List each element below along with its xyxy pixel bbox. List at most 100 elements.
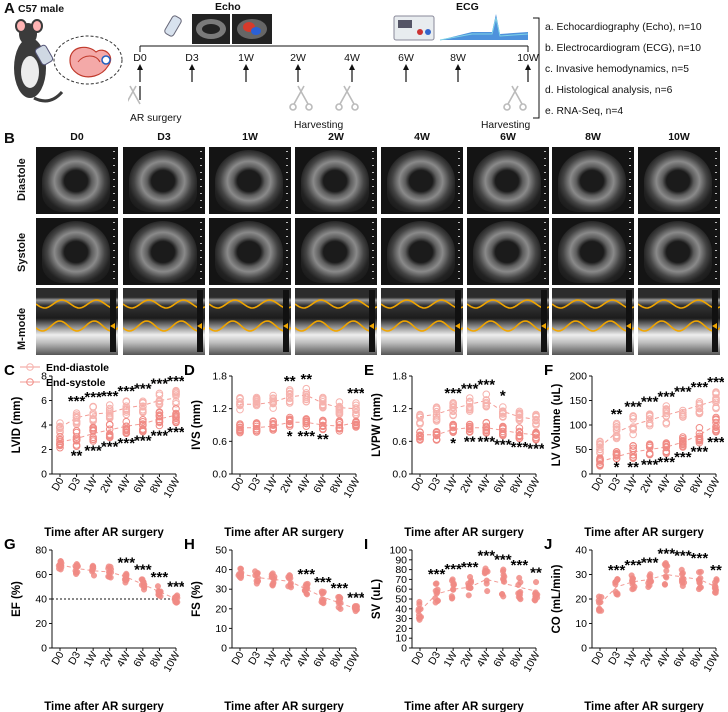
y-tick-label: 200 bbox=[569, 371, 587, 383]
data-point-group bbox=[319, 416, 327, 434]
timeline-label: 6W bbox=[398, 52, 414, 64]
data-point-group bbox=[56, 419, 64, 437]
scissors-icons bbox=[128, 85, 527, 111]
significance-marker: *** bbox=[444, 561, 462, 578]
ultrasound-image bbox=[638, 147, 720, 214]
echo-column-label: 1W bbox=[242, 131, 258, 143]
y-axis-label: SV (uL) bbox=[371, 579, 383, 619]
significance-marker: *** bbox=[478, 434, 496, 451]
x-tick-label: D3 bbox=[606, 649, 623, 667]
timeline-arrow bbox=[243, 64, 249, 82]
significance-marker: * bbox=[614, 459, 620, 476]
significance-marker: ** bbox=[530, 565, 542, 582]
y-tick-label: 50 bbox=[575, 444, 587, 456]
x-tick-label: D0 bbox=[409, 649, 426, 667]
y-tick-label: 0 bbox=[41, 643, 47, 655]
x-tick-label: 10W bbox=[701, 475, 722, 500]
significance-marker: *** bbox=[674, 548, 692, 565]
ultrasound-image bbox=[638, 218, 720, 285]
panel-letter: D bbox=[184, 362, 195, 379]
y-tick-label: 40 bbox=[35, 594, 47, 606]
data-point-group bbox=[679, 433, 687, 451]
y-tick-label: 10 bbox=[215, 623, 227, 635]
ultrasound-image bbox=[123, 218, 205, 285]
data-point-group bbox=[302, 384, 311, 406]
data-point-group bbox=[72, 427, 81, 450]
ultrasound-image bbox=[36, 218, 118, 285]
y-tick-label: 10 bbox=[575, 618, 587, 630]
data-point-group bbox=[711, 576, 720, 596]
data-point-group bbox=[432, 428, 441, 444]
x-tick-label: 4W bbox=[115, 475, 133, 495]
significance-marker: ** bbox=[464, 434, 476, 451]
data-point-group bbox=[122, 397, 131, 419]
data-point-group bbox=[154, 583, 164, 600]
y-tick-label: 100 bbox=[389, 545, 407, 557]
significance-marker: *** bbox=[151, 428, 169, 445]
data-point-group bbox=[499, 403, 507, 421]
y-tick-label: 0 bbox=[221, 643, 227, 655]
data-point-group bbox=[122, 417, 131, 437]
y-tick-label: 80 bbox=[395, 564, 407, 576]
significance-marker: *** bbox=[167, 424, 184, 441]
panel-letter: G bbox=[4, 536, 16, 553]
assay-list-item: a. Echocardiography (Echo), n=10 bbox=[545, 22, 702, 33]
x-tick-label: D0 bbox=[589, 475, 606, 493]
y-tick-label: 6 bbox=[41, 395, 47, 407]
y-tick-label: 0 bbox=[401, 643, 407, 655]
data-point-group bbox=[285, 386, 294, 407]
significance-marker: * bbox=[450, 435, 456, 452]
data-point-group bbox=[695, 568, 704, 593]
y-axis-label: EF (%) bbox=[11, 581, 23, 617]
significance-marker: *** bbox=[428, 566, 446, 583]
mmode-image bbox=[381, 288, 463, 355]
echo-row-label: Systole bbox=[16, 232, 28, 272]
significance-marker: *** bbox=[331, 580, 349, 597]
y-tick-label: 80 bbox=[35, 545, 47, 557]
y-tick-label: 30 bbox=[215, 584, 227, 596]
x-axis-label: Time after AR surgery bbox=[44, 527, 164, 538]
x-tick-label: 10W bbox=[521, 649, 542, 674]
data-point-group bbox=[89, 423, 97, 445]
significance-marker: *** bbox=[347, 385, 364, 402]
significance-marker: *** bbox=[314, 574, 332, 591]
x-tick-label: 1W bbox=[621, 475, 639, 495]
legend-label-diastole: End-diastole bbox=[46, 362, 109, 374]
x-tick-label: 1W bbox=[441, 475, 459, 495]
x-tick-label: 6W bbox=[311, 649, 329, 669]
significance-marker: *** bbox=[347, 589, 364, 606]
data-point-group bbox=[155, 389, 164, 409]
significance-marker: *** bbox=[151, 569, 169, 586]
data-point-group bbox=[352, 399, 360, 420]
y-tick-label: 60 bbox=[395, 584, 407, 596]
y-tick-label: 50 bbox=[215, 545, 227, 557]
harvesting-label-1: Harvesting bbox=[294, 120, 344, 131]
panel-letter: H bbox=[184, 536, 195, 553]
significance-marker: *** bbox=[624, 398, 642, 415]
data-point-group bbox=[679, 406, 687, 421]
significance-marker: *** bbox=[118, 554, 136, 571]
data-point-group bbox=[449, 399, 457, 420]
panel-label-b: B bbox=[4, 130, 15, 147]
significance-marker: *** bbox=[151, 376, 169, 393]
data-point-group bbox=[301, 580, 311, 598]
x-tick-label: 10W bbox=[701, 649, 722, 674]
series-mean-line bbox=[419, 399, 537, 421]
data-point-group bbox=[465, 394, 474, 415]
significance-marker: *** bbox=[641, 394, 659, 411]
echo-row-label: M-mode bbox=[16, 307, 28, 350]
data-point-group bbox=[89, 402, 97, 425]
data-point-group bbox=[612, 448, 621, 463]
x-tick-label: 2W bbox=[638, 649, 656, 669]
timeline-label: D3 bbox=[185, 52, 199, 64]
ultrasound-image bbox=[295, 218, 377, 285]
echo-column-label: 2W bbox=[328, 131, 344, 143]
data-point-group bbox=[712, 413, 720, 436]
significance-marker: *** bbox=[134, 562, 152, 579]
data-point-group bbox=[105, 401, 114, 423]
assay-list-item: c. Invasive hemodynamics, n=5 bbox=[545, 64, 689, 75]
significance-marker: *** bbox=[658, 389, 676, 406]
x-tick-label: 2W bbox=[98, 649, 116, 669]
